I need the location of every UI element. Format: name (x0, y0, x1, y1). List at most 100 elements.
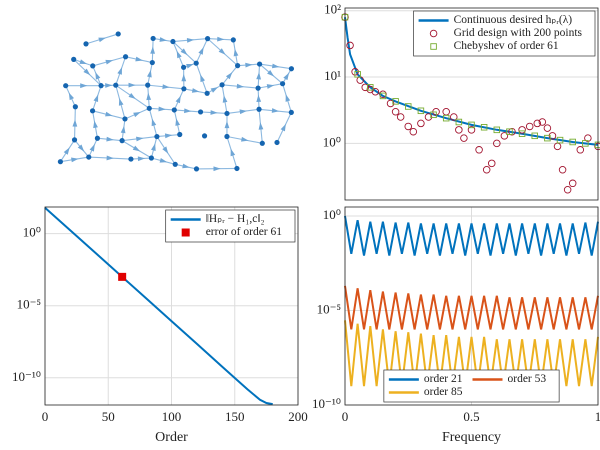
arrowhead (198, 47, 204, 55)
node (230, 37, 236, 43)
point (366, 85, 375, 94)
arrowhead (146, 92, 152, 101)
node (201, 133, 208, 139)
point (548, 132, 557, 140)
y-tick-label: 10² (324, 2, 341, 17)
node (235, 63, 241, 69)
point (493, 139, 501, 148)
arrowhead (158, 106, 166, 112)
point (417, 107, 425, 115)
point (518, 126, 526, 134)
x-tick-label: 200 (288, 409, 308, 424)
series-line (44, 206, 273, 406)
legend-label: ‖Hₚᵣ − H₁,c‖₂ (206, 213, 265, 225)
x-tick-label: 150 (225, 409, 245, 424)
arrowhead (266, 84, 275, 89)
node (279, 81, 286, 87)
series-line (344, 285, 599, 330)
node (193, 60, 199, 66)
node (154, 133, 160, 140)
x-tick-label: 50 (102, 409, 115, 424)
arrowhead (128, 82, 136, 88)
legend-entry: order 21 (388, 373, 463, 385)
point (475, 146, 483, 154)
arrowhead (105, 111, 113, 117)
node (122, 54, 129, 60)
point (569, 138, 576, 146)
node (150, 35, 156, 42)
x-tick-label: 1 (595, 409, 600, 424)
arrowhead (186, 63, 194, 69)
legend-entry: Chebyshev of order 61 (430, 40, 559, 52)
arrowhead (283, 72, 290, 81)
point (531, 132, 539, 140)
arrowhead (175, 95, 181, 104)
arrowhead (175, 118, 181, 126)
point (346, 41, 354, 50)
legend-label: Grid design with 200 points (454, 27, 583, 39)
point (508, 127, 516, 136)
x-tick-label: 0 (342, 409, 349, 424)
y-tick-label: 10⁻¹⁰ (12, 369, 41, 384)
point (118, 272, 127, 281)
arrowhead (233, 48, 239, 57)
node (172, 161, 178, 167)
point (467, 126, 476, 134)
y-tick-label: 10⁻⁵ (317, 301, 341, 316)
y-tick-label: 10⁰ (23, 225, 41, 240)
point (405, 103, 412, 110)
arrowhead (105, 83, 113, 88)
node (234, 165, 240, 172)
point (417, 119, 425, 128)
node (63, 83, 69, 89)
point (576, 146, 585, 154)
legend-box (165, 209, 296, 243)
arrowhead (133, 112, 141, 118)
arrowhead (159, 158, 168, 163)
node (204, 90, 210, 96)
point (544, 134, 551, 142)
arrowhead (218, 48, 226, 55)
node (224, 133, 230, 140)
node (71, 137, 78, 143)
point (582, 140, 589, 147)
node (274, 139, 280, 146)
arrowhead (256, 72, 262, 80)
arrowhead (164, 133, 173, 139)
point (450, 113, 458, 121)
y-tick-label: 10⁰ (323, 134, 341, 149)
axes-frame (344, 7, 599, 201)
node (113, 82, 119, 88)
point (480, 124, 488, 131)
x-tick-label: 100 (162, 409, 182, 424)
y-tick-label: 10⁻¹⁰ (312, 396, 341, 411)
arrowhead (285, 94, 291, 102)
arrowhead (213, 166, 221, 172)
legend-entry: Continuous desired hₚᵣ(λ) (418, 14, 572, 26)
arrowhead (159, 37, 167, 42)
node (256, 106, 262, 112)
legend: Continuous desired hₚᵣ(λ)Grid design wit… (413, 10, 596, 57)
legend-box (383, 369, 560, 403)
x-axis-label: Order (155, 430, 188, 445)
point (487, 159, 496, 168)
node (204, 35, 211, 42)
arrowhead (80, 83, 88, 89)
arrowhead (151, 143, 156, 151)
legend-entry: error of order 61 (181, 226, 282, 238)
network-diagram (57, 31, 295, 172)
arrowhead (68, 92, 75, 101)
x-tick-label: 0 (42, 409, 49, 424)
arrowhead (217, 36, 225, 42)
arrowhead (63, 147, 70, 155)
arrowhead (106, 155, 114, 161)
node (177, 131, 183, 138)
arrowhead (118, 98, 124, 106)
point (482, 166, 491, 174)
arrowhead (105, 59, 114, 65)
legend-label: order 53 (508, 373, 547, 385)
point (391, 107, 400, 116)
arrowhead (191, 88, 200, 93)
node (145, 82, 151, 88)
